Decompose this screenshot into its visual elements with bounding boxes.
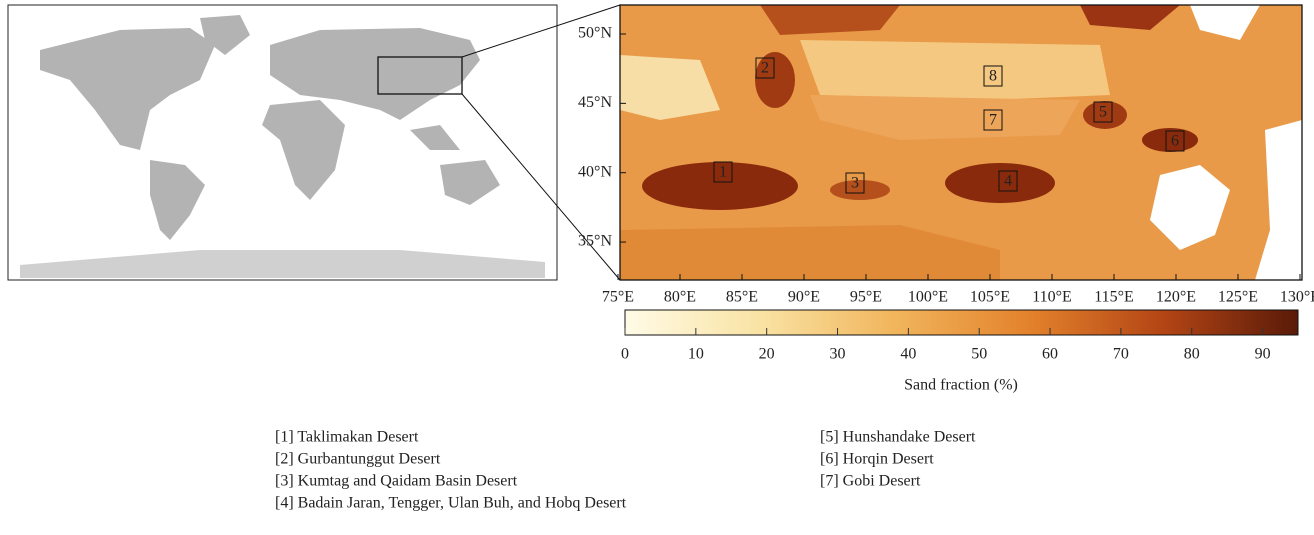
lon-tick-label: 90°E	[788, 289, 820, 306]
region-label: 8	[989, 68, 997, 85]
lon-tick-label: 115°E	[1094, 289, 1134, 306]
colorbar-tick-label: 50	[971, 346, 987, 363]
legend-item: [4] Badain Jaran, Tengger, Ulan Buh, and…	[275, 495, 627, 512]
lon-tick-label: 130°E	[1280, 289, 1314, 306]
lat-tick-label: 50°N	[578, 25, 612, 42]
dark-area	[945, 163, 1055, 203]
legend-item: [6] Horqin Desert	[820, 451, 934, 468]
region-label: 6	[1171, 133, 1179, 150]
region-label: 5	[1099, 104, 1107, 121]
figure: 50°N 45°N 40°N 35°N 75°E 80°E 85°E 90°E 95°E 100°…	[0, 0, 1314, 535]
lon-tick-label: 85°E	[726, 289, 758, 306]
colorbar	[625, 310, 1298, 335]
lon-tick-label: 100°E	[908, 289, 948, 306]
colorbar-tick-label: 0	[621, 346, 629, 363]
world-map	[8, 5, 557, 280]
colorbar-tick-label: 60	[1042, 346, 1058, 363]
colorbar-tick-label: 40	[900, 346, 916, 363]
region-label: 1	[719, 164, 727, 181]
lat-tick-label: 35°N	[578, 233, 612, 250]
lon-tick-label: 95°E	[850, 289, 882, 306]
colorbar-label: Sand fraction (%)	[904, 377, 1018, 394]
lon-tick-label: 75°E	[602, 289, 634, 306]
lon-tick-label: 120°E	[1156, 289, 1196, 306]
legend-item: [5] Hunshandake Desert	[820, 429, 976, 446]
region-label: 4	[1004, 173, 1012, 190]
region-label: 7	[989, 112, 997, 129]
legend-item: [2] Gurbantunggut Desert	[275, 451, 441, 468]
sand-map	[620, 5, 1302, 280]
colorbar-tick-label: 10	[688, 346, 704, 363]
legend-item: [7] Gobi Desert	[820, 473, 921, 490]
colorbar-tick-label: 20	[759, 346, 775, 363]
lon-tick-label: 125°E	[1218, 289, 1258, 306]
dark-area	[830, 180, 890, 200]
dark-area	[1142, 128, 1198, 152]
lat-tick-label: 45°N	[578, 94, 612, 111]
colorbar-tick-label: 80	[1184, 346, 1200, 363]
colorbar-tick-label: 70	[1113, 346, 1129, 363]
legend-item: [3] Kumtag and Qaidam Basin Desert	[275, 473, 518, 490]
colorbar-tick-label: 30	[830, 346, 846, 363]
region-label: 3	[851, 175, 859, 192]
legend-item: [1] Taklimakan Desert	[275, 429, 419, 446]
lon-tick-label: 110°E	[1032, 289, 1072, 306]
lon-tick-label: 105°E	[970, 289, 1010, 306]
lon-tick-label: 80°E	[664, 289, 696, 306]
region-label: 2	[761, 60, 769, 77]
colorbar-tick-label: 90	[1255, 346, 1271, 363]
light-area	[800, 40, 1110, 100]
lat-tick-label: 40°N	[578, 163, 612, 180]
